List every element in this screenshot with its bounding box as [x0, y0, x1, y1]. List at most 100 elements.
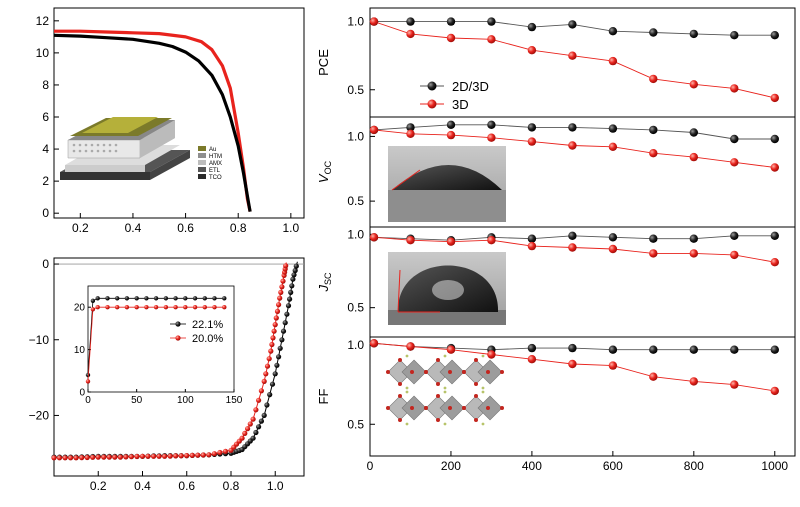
- data-point: [253, 407, 259, 413]
- data-point: [280, 278, 286, 284]
- y-tick-label: 4: [42, 142, 49, 156]
- y-tick-label: 0.5: [347, 301, 364, 315]
- data-point: [730, 158, 739, 167]
- panel-a-frame: [53, 7, 305, 219]
- y-tick-label: 0.5: [347, 194, 364, 208]
- data-point: [287, 296, 293, 302]
- inset-point: [202, 305, 207, 310]
- data-point: [487, 17, 496, 26]
- data-point: [487, 236, 496, 245]
- data-point: [730, 134, 739, 144]
- y-tick-label: 12: [36, 14, 50, 28]
- data-point: [206, 452, 212, 458]
- data-point: [369, 17, 379, 26]
- inset-legend-label: 20.0%: [192, 333, 223, 345]
- data-point: [101, 454, 107, 460]
- ligand-atom: [405, 354, 409, 358]
- crystal-structure-inset: [386, 354, 504, 426]
- data-point: [446, 33, 456, 43]
- x-tick-label: 400: [522, 459, 542, 473]
- atom: [410, 406, 414, 410]
- atom: [448, 406, 452, 410]
- data-point: [527, 234, 537, 243]
- data-point: [527, 343, 537, 353]
- data-point: [369, 125, 379, 135]
- data-point: [151, 453, 157, 459]
- data-point: [145, 453, 151, 459]
- data-point: [527, 137, 537, 146]
- ligand-atom: [481, 390, 485, 394]
- data-point: [649, 345, 658, 354]
- data-point: [608, 233, 618, 242]
- inset-legend-label: 22.1%: [192, 319, 223, 331]
- x-tick-label: 600: [603, 459, 623, 473]
- data-point: [167, 453, 173, 459]
- subplot-ylabel: PCE: [316, 49, 331, 76]
- data-point: [195, 452, 201, 458]
- data-point: [406, 236, 415, 245]
- x-tick-label: 800: [684, 459, 704, 473]
- x-tick-label: 200: [441, 459, 461, 473]
- data-point: [649, 234, 658, 243]
- data-point: [261, 412, 267, 418]
- y-tick-label: 0: [42, 257, 49, 271]
- panel-a-series: [53, 29, 252, 212]
- subplot-ylabel: VOC: [316, 160, 333, 183]
- data-point: [689, 377, 698, 386]
- panel-a-axes: 0.2 0.4 0.6 0.8 1.0 0 2 4 6 8 10 12: [36, 14, 300, 235]
- data-point: [268, 348, 274, 354]
- data-point: [527, 46, 537, 55]
- data-point: [568, 243, 577, 252]
- inset-point: [222, 296, 227, 301]
- data-point: [178, 453, 184, 459]
- contact-angle-inset-2d3d: [388, 252, 506, 325]
- data-point: [608, 345, 618, 354]
- data-point: [258, 418, 264, 424]
- data-point: [250, 416, 256, 422]
- inset-point: [163, 305, 169, 310]
- data-point: [730, 345, 739, 354]
- data-point: [689, 152, 698, 162]
- inset-point: [202, 296, 207, 301]
- data-point: [289, 283, 295, 289]
- atom: [486, 406, 490, 410]
- data-point: [279, 284, 285, 290]
- data-point: [608, 124, 618, 133]
- data-point: [730, 250, 739, 260]
- data-point: [730, 84, 739, 93]
- data-point: [649, 28, 658, 37]
- data-point: [253, 429, 259, 436]
- panel-c-frame: [369, 7, 796, 457]
- data-point: [56, 455, 63, 461]
- data-point: [446, 130, 456, 140]
- data-point: [73, 455, 79, 461]
- ylabel-main: V: [316, 173, 331, 183]
- inset-point: [212, 296, 217, 301]
- x-tick-label: 1.0: [267, 479, 284, 493]
- inset-legend-marker: [175, 335, 181, 341]
- inset-point: [124, 296, 130, 301]
- data-point: [79, 455, 85, 461]
- data-point: [730, 380, 739, 389]
- data-point: [689, 29, 698, 39]
- data-point: [770, 134, 779, 144]
- ligand-atom: [481, 386, 485, 390]
- data-point: [770, 93, 779, 103]
- inset-line-0: [87, 297, 225, 376]
- data-point: [285, 303, 292, 309]
- data-point: [282, 320, 288, 326]
- inset-point: [163, 296, 169, 301]
- data-point: [278, 289, 284, 295]
- y-tick-label: 1.0: [347, 129, 364, 143]
- y-tick-label: 10: [36, 46, 50, 60]
- data-point: [291, 272, 297, 278]
- inset-point: [173, 296, 178, 301]
- data-point: [770, 163, 779, 172]
- data-point: [272, 322, 278, 328]
- data-point: [649, 74, 658, 84]
- data-point: [266, 356, 272, 362]
- data-point: [689, 80, 698, 89]
- ligand-atom: [405, 422, 409, 426]
- data-point: [250, 435, 256, 441]
